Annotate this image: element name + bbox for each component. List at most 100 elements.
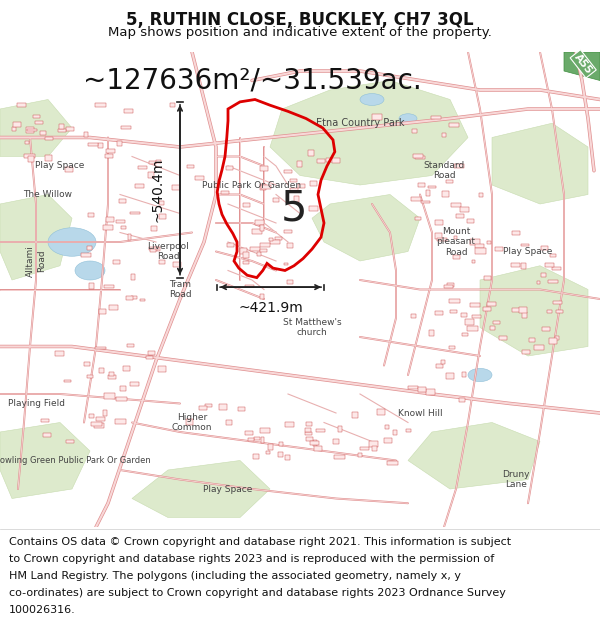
Bar — [46, 155, 52, 161]
Bar — [446, 373, 454, 379]
Bar — [97, 417, 106, 421]
Bar — [475, 248, 486, 254]
Bar — [238, 407, 245, 411]
Bar — [46, 137, 53, 140]
Bar — [103, 225, 113, 230]
Polygon shape — [270, 81, 468, 185]
Bar — [140, 299, 145, 301]
Bar — [55, 351, 64, 356]
Bar — [109, 305, 118, 310]
Bar — [512, 231, 520, 235]
Bar — [195, 176, 204, 180]
Bar — [221, 191, 229, 194]
Bar — [308, 206, 318, 211]
Bar — [148, 351, 155, 356]
Bar — [487, 302, 496, 306]
Bar — [431, 116, 441, 119]
Bar — [260, 225, 265, 231]
Bar — [154, 247, 160, 251]
Text: 5, RUTHIN CLOSE, BUCKLEY, CH7 3QL: 5, RUTHIN CLOSE, BUCKLEY, CH7 3QL — [126, 11, 474, 29]
Text: Playing Field: Playing Field — [7, 399, 65, 408]
Bar — [41, 419, 49, 422]
Bar — [274, 198, 279, 202]
Bar — [451, 204, 461, 208]
Bar — [116, 220, 125, 222]
Bar — [428, 186, 436, 188]
Bar — [411, 197, 421, 201]
Bar — [149, 161, 156, 164]
Bar — [199, 406, 208, 411]
Bar — [442, 133, 446, 137]
Bar — [40, 131, 46, 135]
Bar — [124, 109, 133, 113]
Bar — [542, 327, 550, 331]
Bar — [384, 438, 392, 443]
Bar — [99, 368, 104, 373]
Bar — [461, 312, 467, 317]
Bar — [81, 253, 91, 258]
Bar — [146, 356, 153, 359]
Bar — [130, 381, 139, 386]
Bar — [436, 234, 442, 239]
Bar — [250, 248, 260, 251]
Bar — [260, 243, 270, 248]
Bar — [470, 239, 480, 246]
Bar — [121, 126, 131, 129]
Bar — [104, 285, 114, 288]
Bar — [243, 203, 250, 208]
Bar — [103, 410, 107, 416]
Bar — [454, 236, 457, 239]
Bar — [450, 310, 457, 313]
Bar — [149, 247, 158, 250]
Bar — [88, 213, 94, 217]
Bar — [88, 142, 98, 146]
Bar — [441, 360, 445, 364]
Bar — [248, 438, 254, 441]
Bar — [226, 166, 233, 170]
Bar — [493, 321, 500, 324]
Bar — [260, 184, 266, 190]
Bar — [33, 116, 40, 118]
Text: Etna Country Park: Etna Country Park — [316, 118, 404, 128]
Bar — [65, 168, 73, 172]
Bar — [245, 431, 253, 436]
Bar — [285, 455, 290, 460]
Bar — [43, 433, 51, 437]
Bar — [449, 346, 455, 349]
Bar — [464, 319, 474, 324]
Bar — [116, 398, 127, 401]
Bar — [446, 283, 454, 288]
Bar — [89, 414, 94, 418]
Bar — [332, 158, 340, 163]
Bar — [521, 263, 526, 269]
Bar — [477, 249, 481, 254]
Text: ~127636m²/~31.539ac.: ~127636m²/~31.539ac. — [83, 66, 421, 94]
Bar — [393, 431, 397, 435]
Bar — [316, 429, 325, 432]
Bar — [84, 362, 91, 366]
Bar — [287, 279, 293, 284]
Bar — [255, 220, 264, 225]
Bar — [127, 344, 134, 347]
Bar — [461, 372, 466, 378]
Bar — [94, 423, 104, 428]
Bar — [426, 389, 434, 394]
Bar — [266, 451, 270, 454]
Bar — [446, 180, 453, 182]
Bar — [262, 185, 271, 189]
Text: Standard
Road: Standard Road — [424, 161, 464, 181]
Bar — [205, 404, 212, 408]
Bar — [555, 336, 559, 340]
Text: Alltami
Road: Alltami Road — [26, 245, 46, 277]
Polygon shape — [0, 99, 72, 156]
Bar — [553, 301, 562, 304]
Text: Contains OS data © Crown copyright and database right 2021. This information is : Contains OS data © Crown copyright and d… — [9, 537, 511, 547]
Bar — [550, 254, 556, 257]
Bar — [459, 399, 465, 402]
Text: A55: A55 — [572, 52, 594, 76]
Bar — [409, 386, 418, 389]
Bar — [260, 249, 267, 252]
Bar — [131, 296, 137, 299]
Bar — [24, 154, 35, 158]
Bar — [556, 310, 563, 313]
